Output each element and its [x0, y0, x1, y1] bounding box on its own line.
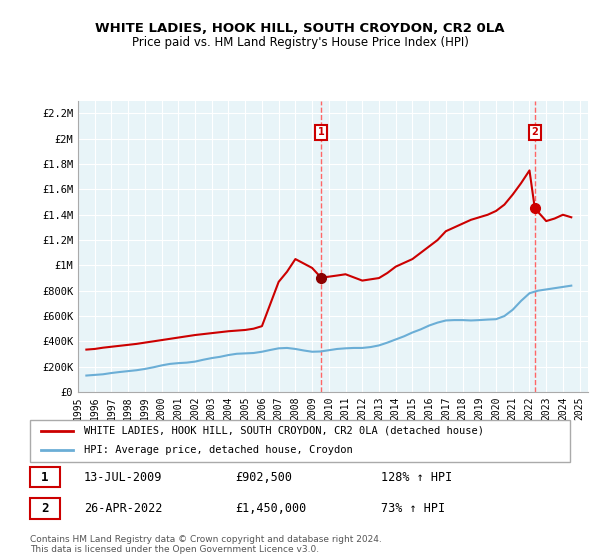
Text: £902,500: £902,500	[235, 470, 292, 484]
Text: 2: 2	[532, 128, 538, 137]
Text: HPI: Average price, detached house, Croydon: HPI: Average price, detached house, Croy…	[84, 445, 353, 455]
Text: £1,450,000: £1,450,000	[235, 502, 307, 515]
Text: 13-JUL-2009: 13-JUL-2009	[84, 470, 163, 484]
Text: WHITE LADIES, HOOK HILL, SOUTH CROYDON, CR2 0LA (detached house): WHITE LADIES, HOOK HILL, SOUTH CROYDON, …	[84, 426, 484, 436]
FancyBboxPatch shape	[30, 467, 60, 487]
Text: 2: 2	[41, 502, 49, 515]
FancyBboxPatch shape	[30, 498, 60, 519]
Text: WHITE LADIES, HOOK HILL, SOUTH CROYDON, CR2 0LA: WHITE LADIES, HOOK HILL, SOUTH CROYDON, …	[95, 22, 505, 35]
Text: Price paid vs. HM Land Registry's House Price Index (HPI): Price paid vs. HM Land Registry's House …	[131, 36, 469, 49]
Text: 26-APR-2022: 26-APR-2022	[84, 502, 163, 515]
Text: 1: 1	[318, 128, 325, 137]
Text: 73% ↑ HPI: 73% ↑ HPI	[381, 502, 445, 515]
FancyBboxPatch shape	[30, 420, 570, 462]
Text: 1: 1	[41, 470, 49, 484]
Text: 128% ↑ HPI: 128% ↑ HPI	[381, 470, 452, 484]
Text: Contains HM Land Registry data © Crown copyright and database right 2024.
This d: Contains HM Land Registry data © Crown c…	[30, 535, 382, 554]
